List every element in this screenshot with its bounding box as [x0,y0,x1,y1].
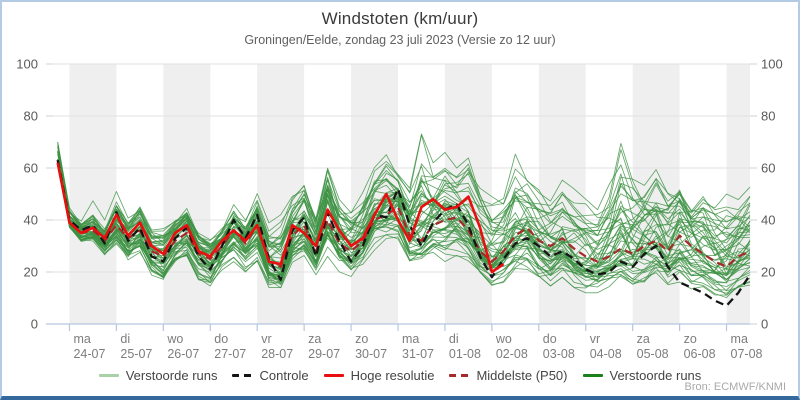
day-label-date: 06-08 [684,347,716,361]
legend-item-0: Verstoorde runs [98,368,218,383]
p50-line [56,159,751,268]
ensemble-member-line [57,158,751,272]
y-tick-label-right: 100 [761,57,783,72]
source-attribution: Bron: ECMWF/KNMI [684,381,786,393]
day-label-weekday: zo [684,332,697,346]
ensemble-member-line [57,165,751,278]
legend-label: Verstoorde runs [609,368,702,383]
y-tick-label-right: 60 [761,161,775,176]
y-tick-label-left: 0 [31,317,38,332]
day-label-date: 05-08 [637,347,669,361]
y-tick-label-right: 40 [761,213,775,228]
chart-legend: Verstoorde runs Controle Hoge resolutie Mid… [2,368,798,383]
day-label-date: 25-07 [120,347,152,361]
day-band [444,64,492,324]
day-band [163,64,211,324]
day-label-weekday: wo [166,332,183,346]
y-tick-label-right: 80 [761,109,775,124]
day-label-date: 07-08 [731,347,763,361]
day-label-weekday: wo [495,332,512,346]
day-label-weekday: do [214,332,228,346]
day-band [632,64,680,324]
day-label-date: 04-08 [590,347,622,361]
y-tick-label-left: 20 [24,265,38,280]
day-label-weekday: za [308,332,321,346]
day-label-weekday: ma [731,332,748,346]
legend-item-2: Hoge resolutie [323,368,435,383]
day-label-date: 31-07 [402,347,434,361]
y-tick-label-left: 80 [24,109,38,124]
y-tick-label-left: 40 [24,213,38,228]
y-tick-label-right: 0 [761,317,768,332]
day-label-date: 02-08 [496,347,528,361]
day-label-weekday: do [543,332,557,346]
solid-line-swatch [582,374,603,377]
solid-line-swatch [323,374,344,377]
legend-item-3: Middelste (P50) [449,368,568,383]
chart-title: Windstoten (km/uur) [321,9,479,28]
y-tick-label-right: 20 [761,265,775,280]
dashed-line-swatch [449,374,470,377]
control-line [56,159,751,307]
day-label-weekday: vr [590,332,600,346]
day-label-date: 28-07 [261,347,293,361]
day-band [69,64,117,324]
day-label-weekday: vr [261,332,271,346]
dashed-line-swatch [232,374,253,377]
y-tick-label-left: 60 [24,161,38,176]
legend-item-1: Controle [232,368,309,383]
ensemble-member-line [57,158,751,287]
day-label-date: 01-08 [449,347,481,361]
day-label-date: 29-07 [308,347,340,361]
ensemble-member-line [57,159,751,278]
day-label-weekday: di [449,332,459,346]
day-label-date: 26-07 [167,347,199,361]
chart-subtitle: Groningen/Eelde, zondag 23 juli 2023 (Ve… [244,33,556,47]
day-label-weekday: ma [73,332,90,346]
day-label-weekday: zo [355,332,368,346]
day-label-date: 27-07 [214,347,246,361]
day-label-date: 03-08 [543,347,575,361]
ensemble-member-line [57,165,751,285]
y-tick-label-left: 100 [16,57,38,72]
legend-label: Verstoorde runs [125,368,218,383]
day-label-date: 24-07 [73,347,105,361]
hres-line [56,162,505,274]
legend-item-4: Verstoorde runs [582,368,702,383]
day-label-weekday: za [637,332,650,346]
legend-label: Controle [259,368,309,383]
day-label-weekday: ma [402,332,419,346]
solid-line-swatch [98,374,119,377]
legend-label: Middelste (P50) [476,368,568,383]
day-label-weekday: di [120,332,130,346]
ensemble-member-line [57,162,751,269]
day-label-date: 30-07 [355,347,387,361]
legend-label: Hoge resolutie [350,368,435,383]
